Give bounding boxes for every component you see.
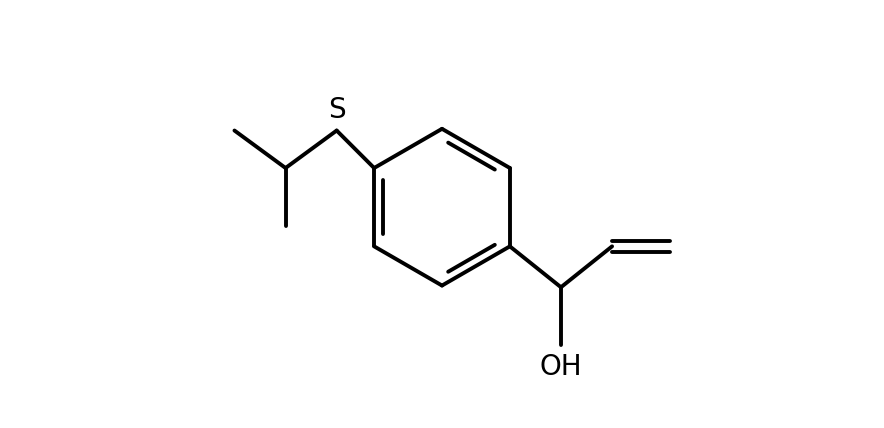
Text: OH: OH (539, 354, 583, 381)
Text: S: S (328, 96, 346, 124)
